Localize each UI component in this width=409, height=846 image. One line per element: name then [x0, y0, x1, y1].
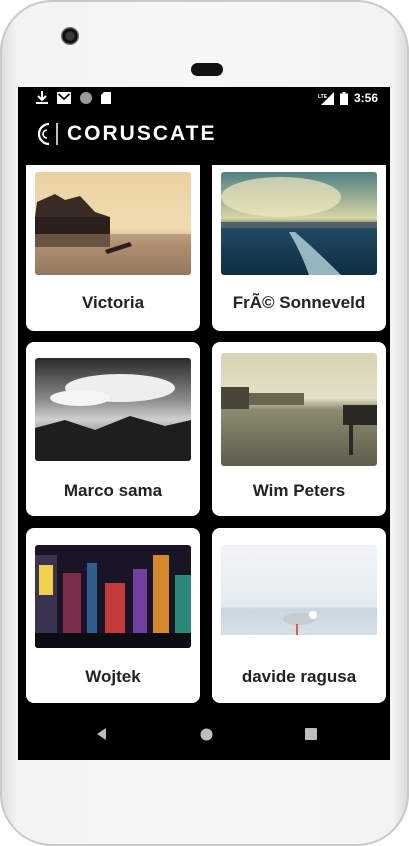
circle-icon: [80, 91, 92, 104]
card-marco-sama[interactable]: Marco sama: [26, 342, 200, 516]
card-label: Victoria: [81, 293, 145, 312]
card-victoria[interactable]: Victoria: [26, 165, 200, 331]
card-davide-ragusa[interactable]: davide ragusa: [212, 528, 386, 703]
screen: LTE 3:56 CORUSCATE: [18, 87, 390, 760]
gmail-icon: [57, 91, 71, 104]
status-time: 3:56: [353, 91, 378, 105]
app-bar: CORUSCATE: [18, 109, 390, 165]
sd-card-icon: [101, 91, 111, 104]
back-button[interactable]: [92, 724, 112, 744]
download-icon: [36, 91, 48, 104]
photo-fre-sonneveld: [221, 172, 377, 275]
lte-signal-icon: LTE: [318, 91, 334, 105]
home-icon: [200, 728, 212, 740]
card-fre-sonneveld[interactable]: FrÃ© Sonneveld: [212, 165, 386, 331]
svg-text:LTE: LTE: [318, 94, 328, 100]
card-label: Marco sama: [63, 481, 163, 500]
battery-icon: [339, 91, 348, 105]
photo-wim-peters: [221, 353, 377, 466]
earpiece-speaker: [191, 63, 223, 76]
front-camera: [61, 27, 79, 45]
status-bar: LTE 3:56: [18, 87, 390, 109]
photo-wojtek: [35, 545, 191, 648]
app-logo: CORUSCATE: [35, 121, 216, 147]
card-wojtek[interactable]: Wojtek: [26, 528, 200, 703]
photographer-grid: Victoria FrÃ© Sonneveld: [18, 165, 390, 705]
photo-marco-sama: [35, 358, 191, 461]
recents-button[interactable]: [301, 724, 321, 744]
card-wim-peters[interactable]: Wim Peters: [212, 342, 386, 516]
navigation-bar: [18, 709, 390, 760]
card-label: davide ragusa: [241, 667, 357, 686]
coruscate-mark-icon: [37, 122, 58, 146]
card-label: Wim Peters: [252, 481, 346, 500]
card-label: Wojtek: [85, 667, 141, 686]
card-label: FrÃ© Sonneveld: [232, 293, 366, 312]
recents-icon: [305, 728, 317, 740]
home-button[interactable]: [196, 724, 216, 744]
back-icon: [97, 728, 106, 740]
photo-victoria: [35, 172, 191, 275]
app-title: CORUSCATE: [67, 122, 217, 145]
photo-davide-ragusa: [221, 545, 377, 648]
